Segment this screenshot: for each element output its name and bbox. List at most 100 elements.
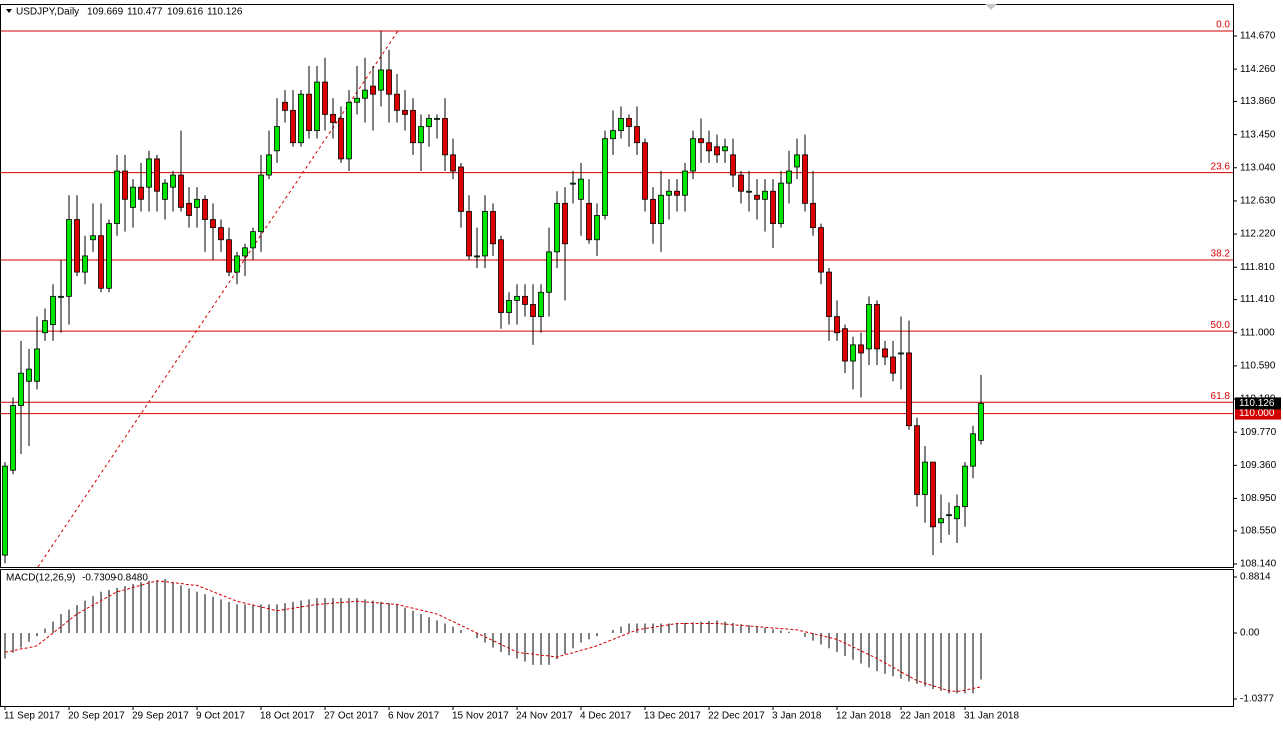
candle-body bbox=[770, 190, 776, 224]
candle-body bbox=[858, 344, 864, 354]
candle-body bbox=[250, 231, 256, 249]
candle-body bbox=[738, 174, 744, 192]
y-tick-label: 111.810 bbox=[1240, 262, 1275, 273]
candle-body bbox=[778, 182, 784, 224]
candle-body bbox=[338, 118, 344, 160]
last-price-tag bbox=[1235, 397, 1281, 410]
candle-body bbox=[954, 506, 960, 520]
price-line-tag bbox=[1235, 407, 1281, 420]
candle-body bbox=[282, 101, 288, 111]
candle-body bbox=[242, 247, 248, 257]
candle-body bbox=[970, 433, 976, 467]
x-tick-label: 4 Dec 2017 bbox=[580, 711, 632, 722]
header-low: 109.616 bbox=[167, 7, 204, 18]
candle-body bbox=[914, 425, 920, 495]
x-tick-label: 20 Sep 2017 bbox=[68, 711, 125, 722]
candle-body bbox=[322, 81, 328, 115]
candle-body bbox=[170, 174, 176, 188]
x-tick-label: 13 Dec 2017 bbox=[644, 711, 701, 722]
candle-body bbox=[882, 348, 888, 358]
candle-body bbox=[394, 93, 400, 111]
candle-body bbox=[850, 344, 856, 362]
candle-body bbox=[450, 154, 456, 172]
candle-body bbox=[938, 518, 944, 524]
candle-body bbox=[114, 170, 120, 224]
scroll-marker bbox=[985, 4, 997, 10]
candle-body bbox=[426, 118, 432, 127]
candle-body bbox=[594, 215, 600, 241]
x-tick-label: 12 Jan 2018 bbox=[836, 711, 891, 722]
candle-body bbox=[522, 295, 528, 305]
signal-line bbox=[4, 580, 982, 693]
candle-body bbox=[682, 170, 688, 196]
candle-body bbox=[666, 190, 672, 196]
candle-body bbox=[906, 352, 912, 427]
candle-body bbox=[874, 304, 880, 350]
y-tick-label: 113.450 bbox=[1240, 129, 1276, 140]
candle-body bbox=[434, 118, 440, 120]
candle-body bbox=[530, 304, 536, 317]
macd-readout: -0.7309 bbox=[82, 573, 116, 584]
candle-body bbox=[698, 138, 704, 144]
y-tick-label: -1.0377 bbox=[1240, 694, 1274, 705]
candle-body bbox=[194, 198, 200, 208]
candle-body bbox=[226, 239, 232, 273]
candle-body bbox=[474, 255, 480, 258]
candle-body bbox=[730, 154, 736, 176]
y-tick-label: 108.950 bbox=[1240, 493, 1277, 504]
signal-readout: -0.8480 bbox=[114, 573, 148, 584]
candle-body bbox=[378, 69, 384, 91]
candle-body bbox=[26, 368, 32, 382]
candle-body bbox=[618, 118, 624, 131]
candle-body bbox=[554, 202, 560, 253]
candle-body bbox=[490, 211, 496, 245]
candle-body bbox=[274, 126, 280, 152]
candle-body bbox=[602, 138, 608, 216]
candle-body bbox=[410, 109, 416, 144]
menu-arrow[interactable] bbox=[6, 9, 12, 13]
candle-body bbox=[802, 154, 808, 204]
candle-body bbox=[746, 190, 752, 193]
x-tick-label: 6 Nov 2017 bbox=[388, 711, 440, 722]
candle-body bbox=[498, 239, 504, 313]
candle-body bbox=[178, 174, 184, 208]
candle-body bbox=[258, 174, 264, 233]
candle-body bbox=[546, 251, 552, 293]
x-tick-label: 27 Oct 2017 bbox=[324, 711, 379, 722]
candle-body bbox=[706, 142, 712, 152]
candle-body bbox=[562, 202, 568, 245]
main-panel-frame bbox=[0, 4, 1234, 568]
candle-body bbox=[890, 356, 896, 374]
candle-body bbox=[106, 223, 112, 289]
y-tick-label: 109.360 bbox=[1240, 460, 1277, 471]
candle-body bbox=[442, 118, 448, 156]
candle-body bbox=[978, 403, 984, 441]
candle-body bbox=[466, 211, 472, 257]
y-tick-label: 108.140 bbox=[1240, 559, 1277, 570]
candle-body bbox=[130, 186, 136, 208]
candle-body bbox=[762, 190, 768, 200]
candle-body bbox=[538, 291, 544, 317]
x-tick-label: 22 Jan 2018 bbox=[900, 711, 955, 722]
candle-body bbox=[810, 202, 816, 229]
x-tick-label: 15 Nov 2017 bbox=[452, 711, 509, 722]
candle-body bbox=[946, 514, 952, 517]
candle-body bbox=[306, 93, 312, 131]
candle-body bbox=[514, 295, 520, 301]
y-tick-label: 111.410 bbox=[1240, 294, 1275, 305]
candle-body bbox=[458, 166, 464, 212]
candle-body bbox=[610, 130, 616, 140]
candle-body bbox=[18, 372, 24, 406]
candle-body bbox=[58, 295, 64, 298]
candle-body bbox=[314, 81, 320, 131]
candle-body bbox=[290, 109, 296, 144]
y-tick-label: 114.260 bbox=[1240, 64, 1276, 75]
y-tick-label: 114.670 bbox=[1240, 31, 1276, 42]
candle-body bbox=[218, 227, 224, 241]
candle-body bbox=[586, 202, 592, 241]
candle-body bbox=[2, 465, 8, 556]
candle-body bbox=[818, 227, 824, 273]
candle-body bbox=[714, 146, 720, 156]
candle-body bbox=[962, 465, 968, 507]
